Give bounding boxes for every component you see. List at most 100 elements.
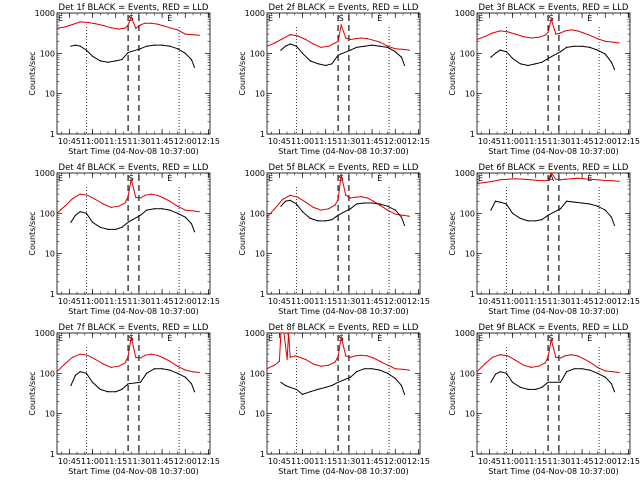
series-point: [156, 23, 159, 25]
series-point: [79, 211, 81, 213]
series-point: [371, 44, 373, 46]
series-point: [95, 358, 97, 361]
series-point: [139, 197, 142, 199]
series-point: [289, 43, 291, 45]
series-point: [589, 203, 591, 205]
marker-letter: E: [377, 14, 382, 23]
series-point: [499, 30, 501, 32]
series-point: [118, 365, 120, 367]
chart-title: Det 2f BLACK = Events, RED = LLD: [269, 3, 419, 13]
series-point: [169, 209, 171, 211]
y-tick-label: 1000: [35, 329, 55, 338]
series-point: [280, 332, 282, 334]
y-tick-label: 1000: [455, 169, 475, 178]
series-point: [150, 22, 152, 24]
x-tick-label: 11:45: [361, 457, 384, 466]
series-point: [163, 25, 165, 27]
series-point: [331, 63, 333, 65]
series-point: [331, 384, 333, 387]
series-point: [596, 38, 599, 40]
series-point: [121, 226, 123, 228]
series-point: [286, 358, 288, 361]
series-point: [581, 368, 583, 370]
series-point: [476, 182, 478, 185]
series-point: [281, 38, 284, 40]
series-point: [337, 214, 339, 216]
x-axis-label: Start Time (04-Nov-08 10:37:00): [488, 307, 618, 316]
series-point: [184, 33, 186, 35]
series-point: [340, 174, 342, 176]
series-point: [559, 179, 562, 181]
series-line-events: [490, 200, 615, 226]
series-point: [386, 46, 389, 49]
x-tick-label: 12:00: [594, 457, 617, 466]
series-point: [110, 366, 112, 368]
series-point: [289, 199, 291, 201]
series-point: [110, 27, 112, 29]
series-point: [161, 44, 163, 46]
series-point: [612, 180, 614, 182]
series-point: [184, 209, 186, 211]
series-point: [127, 356, 129, 358]
series-point: [379, 204, 381, 206]
y-tick-label: 1: [470, 130, 475, 139]
series-point: [515, 359, 517, 361]
series-point: [386, 45, 389, 47]
series-point: [499, 201, 501, 203]
series-point: [589, 178, 591, 180]
series-point: [70, 221, 72, 223]
series-point: [494, 373, 497, 375]
series-point: [56, 212, 58, 214]
series-point: [289, 194, 291, 196]
series-point: [544, 180, 546, 182]
series-point: [107, 61, 109, 63]
marker-letter: E: [167, 334, 172, 343]
x-tick-label: 12:15: [407, 457, 430, 466]
x-tick-label: 12:15: [407, 137, 430, 146]
series-point: [64, 26, 66, 28]
x-tick-label: 10:45: [268, 137, 291, 146]
series-point: [354, 196, 356, 198]
series-point: [612, 41, 614, 43]
series-point: [150, 353, 152, 355]
x-tick-label: 11:30: [127, 457, 150, 466]
series-point: [192, 34, 194, 36]
series-point: [317, 63, 319, 65]
series-point: [130, 16, 132, 18]
series-point: [490, 209, 492, 211]
series-point: [544, 362, 546, 364]
series-point: [596, 372, 599, 374]
series-point: [190, 383, 193, 385]
series-point: [547, 179, 549, 182]
marker-letter: A: [548, 174, 554, 183]
x-tick-label: 11:45: [151, 297, 174, 306]
series-point: [505, 203, 507, 205]
x-tick-label: 12:15: [407, 297, 430, 306]
series-point: [559, 357, 562, 359]
series-point: [184, 216, 186, 218]
series-point: [589, 34, 591, 36]
series-point: [360, 354, 362, 356]
series-point: [144, 354, 146, 356]
series-point: [337, 356, 339, 358]
x-tick-label: 11:45: [571, 457, 594, 466]
series-point: [74, 374, 77, 376]
y-tick-label: 1: [260, 290, 265, 299]
series-point: [403, 393, 406, 395]
series-point: [544, 34, 546, 36]
x-tick-label: 10:45: [478, 297, 501, 306]
series-point: [394, 368, 396, 370]
y-tick-label: 10: [465, 410, 475, 419]
marker-letter: E: [587, 334, 592, 343]
series-point: [192, 210, 194, 212]
series-point: [305, 358, 307, 361]
series-point: [356, 371, 358, 373]
x-tick-label: 11:15: [524, 457, 547, 466]
series-point: [184, 369, 186, 371]
series-point: [386, 209, 389, 211]
y-tick-label: 1: [260, 130, 265, 139]
series-point: [130, 178, 132, 180]
series-point: [91, 381, 94, 383]
series-point: [99, 226, 101, 228]
series-point: [403, 224, 406, 227]
